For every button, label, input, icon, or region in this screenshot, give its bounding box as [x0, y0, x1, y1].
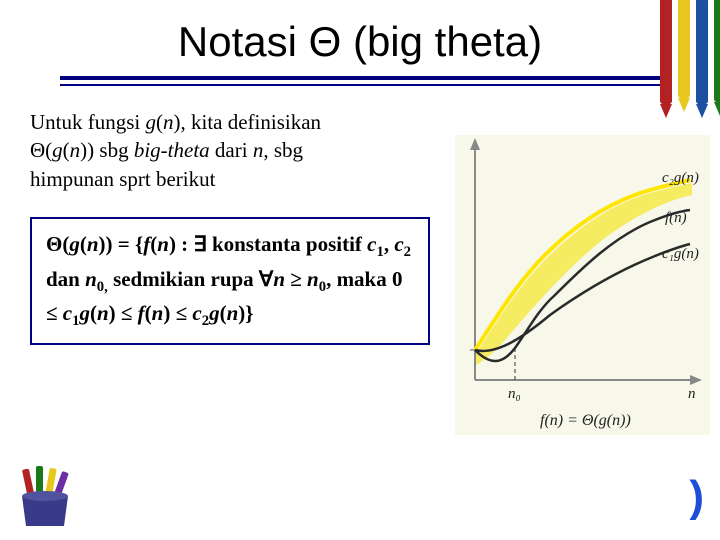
text: ) ≤: [109, 301, 138, 325]
text: (: [220, 301, 227, 325]
text: ) ≤: [163, 301, 192, 325]
sym-n: n: [70, 138, 81, 162]
text: himpunan sprt berikut: [30, 167, 215, 191]
text: Θ(: [46, 232, 69, 256]
text: (: [63, 138, 70, 162]
sym-g: g: [146, 110, 157, 134]
sub-0: 0: [319, 279, 326, 295]
sym-f: f: [138, 301, 145, 325]
sym-n: n: [85, 267, 97, 291]
sym-n: n: [273, 267, 285, 291]
sym-n: n: [253, 138, 264, 162]
sym-g: g: [52, 138, 63, 162]
text: ≥: [285, 267, 307, 291]
sym-n: n: [152, 301, 164, 325]
sym-g: g: [69, 232, 80, 256]
label-n-axis: n: [688, 386, 696, 402]
intro-paragraph: Untuk fungsi g(n), kita definisikan Θ(g(…: [30, 108, 430, 193]
label-n0: n₀: [508, 386, 521, 402]
sym-n: n: [87, 232, 99, 256]
text: (: [156, 110, 163, 134]
sym-n: n: [307, 267, 319, 291]
sym-g: g: [209, 301, 220, 325]
text: ),: [174, 110, 186, 134]
chart-caption: f(n) = Θ(g(n)): [540, 412, 631, 429]
text: dari: [210, 138, 253, 162]
text: Θ(: [30, 138, 52, 162]
term-big-theta: big-theta: [134, 138, 210, 162]
definition-box: Θ(g(n)) = {f(n) : ∃ konstanta positif c1…: [30, 217, 430, 345]
sym-n: n: [157, 232, 169, 256]
stray-parenthesis: ): [689, 472, 704, 522]
text: (: [145, 301, 152, 325]
sym-g: g: [79, 301, 90, 325]
sym-n: n: [97, 301, 109, 325]
sym-n: n: [163, 110, 174, 134]
crayons-decoration-topright: [650, 0, 720, 120]
text: ,: [384, 232, 395, 256]
big-theta-chart: c₂g(n) f(n) c₁g(n) n₀ n f(n) = Θ(g(n)): [410, 130, 710, 460]
text: ) : ∃ konstanta positif: [169, 232, 367, 256]
slide-title: Notasi Θ (big theta): [30, 18, 690, 66]
title-underline: [60, 76, 660, 86]
text: )}: [238, 301, 253, 325]
text: (: [90, 301, 97, 325]
text: )) sbg: [80, 138, 134, 162]
text: )) = {: [99, 232, 144, 256]
sub-2: 2: [202, 313, 209, 329]
label-c1g: c₁g(n): [662, 246, 699, 262]
intro-text: Untuk fungsi: [30, 110, 146, 134]
text: dan: [46, 267, 85, 291]
sym-n: n: [227, 301, 239, 325]
label-f: f(n): [665, 210, 687, 226]
sym-c: c: [63, 301, 72, 325]
label-c2g: c₂g(n): [662, 170, 699, 186]
text: sedmikian rupa ∀: [108, 267, 274, 291]
crayon-cup-icon: [10, 464, 80, 534]
text: kita definisikan: [186, 110, 321, 134]
text: (: [80, 232, 87, 256]
sub-1: 1: [376, 244, 383, 260]
text: , sbg: [263, 138, 303, 162]
sub-0: 0,: [97, 279, 108, 295]
sym-c: c: [192, 301, 201, 325]
sym-c: c: [394, 232, 403, 256]
